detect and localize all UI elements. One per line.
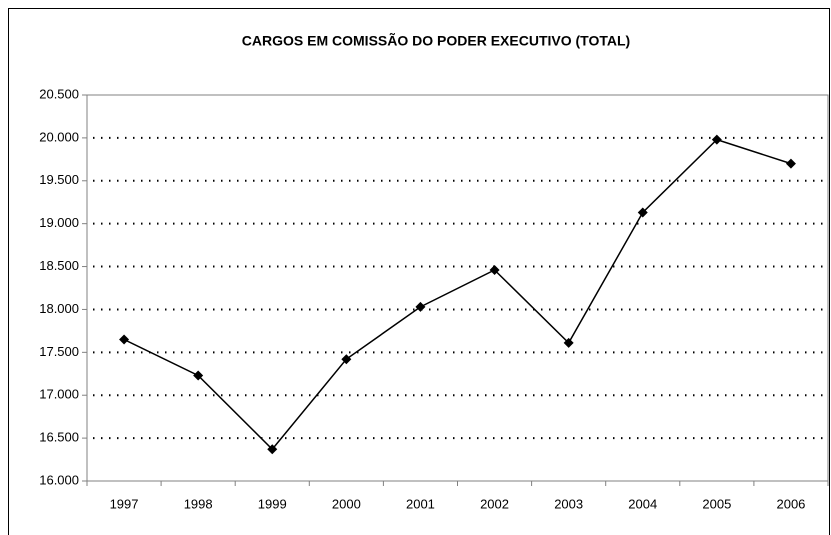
y-tick-label: 17.500 — [39, 344, 79, 359]
x-tick-label: 2000 — [332, 496, 361, 511]
x-tick-label: 2004 — [628, 496, 657, 511]
x-tick-label: 1998 — [184, 496, 213, 511]
marker — [119, 334, 130, 345]
x-tick-label: 1997 — [110, 496, 139, 511]
marker — [637, 207, 648, 218]
marker — [489, 264, 500, 275]
marker — [193, 370, 204, 381]
y-tick-label: 20.000 — [39, 129, 79, 144]
y-tick-label: 19.500 — [39, 172, 79, 187]
marker — [563, 337, 574, 348]
y-tick-label: 18.500 — [39, 258, 79, 273]
x-tick-label: 2002 — [480, 496, 509, 511]
marker — [785, 158, 796, 169]
marker — [267, 444, 278, 455]
x-tick-label: 2001 — [406, 496, 435, 511]
marker — [711, 134, 722, 145]
x-tick-label: 2005 — [702, 496, 731, 511]
line — [123, 138, 792, 451]
x-tick-label: 2006 — [776, 496, 805, 511]
y-tick-label: 16.000 — [39, 472, 79, 487]
y-tick-label: 17.000 — [39, 387, 79, 402]
y-tick-label: 19.000 — [39, 215, 79, 230]
marker — [341, 354, 352, 365]
x-tick-label: 1999 — [258, 496, 287, 511]
x-tick-label: 2003 — [554, 496, 583, 511]
marker — [415, 301, 426, 312]
chart-frame — [8, 8, 830, 535]
y-tick-label: 20.500 — [39, 86, 79, 101]
chart-title: CARGOS EM COMISSÃO DO PODER EXECUTIVO (T… — [242, 32, 630, 49]
y-tick-label: 18.000 — [39, 301, 79, 316]
y-tick-label: 16.500 — [39, 430, 79, 445]
